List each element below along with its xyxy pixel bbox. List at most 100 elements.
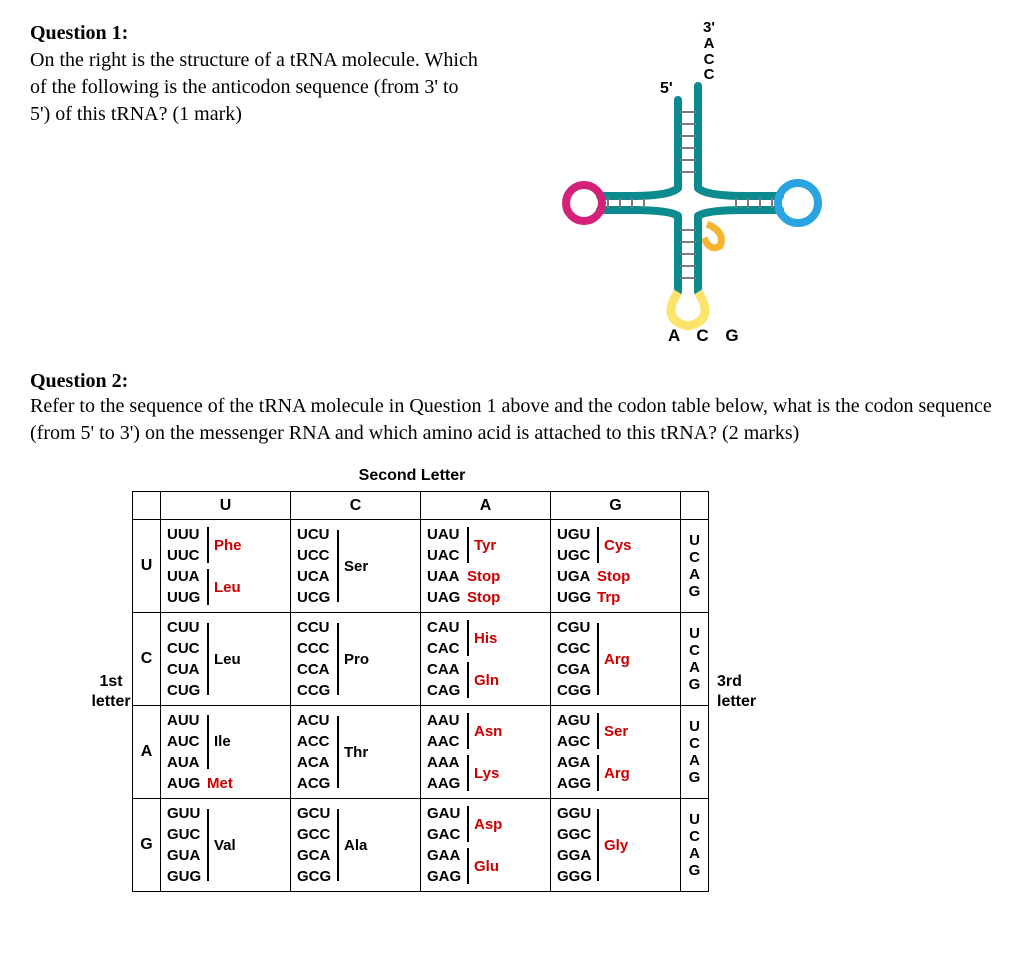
codon-CAC: CAC xyxy=(427,640,465,657)
codon-GUU: GUU xyxy=(167,805,205,822)
third-letter-label-1: 3rd xyxy=(717,673,742,690)
third-letter-label-2: letter xyxy=(717,693,756,710)
codon-CCG: CCG xyxy=(297,682,335,699)
codon-GGA: GGA xyxy=(557,847,595,864)
cell-AC: ACUACCACAACGThr xyxy=(291,706,421,799)
third-letter-label: 3rd letter xyxy=(717,672,763,710)
cell-GG: GGUGGCGGAGGGGly xyxy=(551,799,681,892)
codon-GAC: GAC xyxy=(427,826,465,843)
codon-CUC: CUC xyxy=(167,640,205,657)
cell-CC: CCUCCCCCACCGPro xyxy=(291,613,421,706)
aa-arg: Arg xyxy=(604,765,630,782)
row-hdr-U: U xyxy=(133,520,161,613)
third-U-G: G xyxy=(681,583,708,600)
cell-GU: GUUGUCGUAGUGVal xyxy=(161,799,291,892)
col-U: U xyxy=(161,492,291,520)
codon-AUA: AUA xyxy=(167,754,205,771)
aa-stop: Stop xyxy=(467,568,500,585)
trna-diagram: 3' A C C 5' A C G xyxy=(510,20,860,350)
cell-CA: CAUCACCAACAGHisGln xyxy=(421,613,551,706)
first-letter-label: 1st letter xyxy=(90,672,132,710)
codon-CAA: CAA xyxy=(427,661,465,678)
third-C-A: A xyxy=(681,659,708,676)
third-A-C: C xyxy=(681,735,708,752)
aa-stop: Stop xyxy=(467,589,500,606)
codon-GAG: GAG xyxy=(427,868,465,885)
codon-CGA: CGA xyxy=(557,661,595,678)
codon-AUU: AUU xyxy=(167,712,205,729)
codon-UCA: UCA xyxy=(297,568,335,585)
cell-CU: CUUCUCCUACUGLeu xyxy=(161,613,291,706)
codon-CCA: CCA xyxy=(297,661,335,678)
question-1: Question 1: On the right is the structur… xyxy=(30,20,994,350)
codon-GCG: GCG xyxy=(297,868,335,885)
aa-leu: Leu xyxy=(214,579,241,596)
acceptor-base-0: A xyxy=(700,36,718,52)
cell-AA: AAUAACAAAAAGAsnLys xyxy=(421,706,551,799)
aa-his: His xyxy=(474,630,497,647)
codon-GUA: GUA xyxy=(167,847,205,864)
aa-met: Met xyxy=(207,775,233,792)
aa-val: Val xyxy=(214,837,236,854)
codon-GCU: GCU xyxy=(297,805,335,822)
codon-row-G: GGUUGUCGUAGUGValGCUGCCGCAGCGAlaGAUGACGAA… xyxy=(133,799,709,892)
codon-header-row: U C A G xyxy=(133,492,709,520)
codon-row-C: CCUUCUCCUACUGLeuCCUCCCCCACCGProCAUCACCAA… xyxy=(133,613,709,706)
codon-AGA: AGA xyxy=(557,754,595,771)
aa-lys: Lys xyxy=(474,765,499,782)
codon-table: U C A G UUUUUUCUUAUUGPheLeuUCUUCCUCAUCGS… xyxy=(132,491,709,892)
codon-CUA: CUA xyxy=(167,661,205,678)
third-G-U: U xyxy=(681,811,708,828)
aa-ile: Ile xyxy=(214,733,231,750)
cell-UC: UCUUCCUCAUCGSer xyxy=(291,520,421,613)
codon-UGG: UGG xyxy=(557,589,595,606)
third-col-G: UCAG xyxy=(681,799,709,892)
third-C-G: G xyxy=(681,676,708,693)
aa-stop: Stop xyxy=(597,568,630,585)
aa-asp: Asp xyxy=(474,816,502,833)
third-U-C: C xyxy=(681,549,708,566)
codon-CUU: CUU xyxy=(167,619,205,636)
aa-pro: Pro xyxy=(344,651,369,668)
third-G-G: G xyxy=(681,862,708,879)
third-col-U: UCAG xyxy=(681,520,709,613)
cell-CG: CGUCGCCGACGGArg xyxy=(551,613,681,706)
codon-UAA: UAA xyxy=(427,568,465,585)
codon-GUG: GUG xyxy=(167,868,205,885)
third-A-A: A xyxy=(681,752,708,769)
codon-AAA: AAA xyxy=(427,754,465,771)
codon-CUG: CUG xyxy=(167,682,205,699)
codon-UUC: UUC xyxy=(167,547,205,564)
acceptor-end-labels: 3' A C C xyxy=(700,20,718,83)
codon-UAG: UAG xyxy=(427,589,465,606)
corner-blank xyxy=(133,492,161,520)
codon-UAC: UAC xyxy=(427,547,465,564)
third-col-C: UCAG xyxy=(681,613,709,706)
codon-CCU: CCU xyxy=(297,619,335,636)
codon-ACC: ACC xyxy=(297,733,335,750)
q2-title: Question 2: xyxy=(30,370,128,392)
aa-arg: Arg xyxy=(604,651,630,668)
aa-ser: Ser xyxy=(604,723,628,740)
codon-UCU: UCU xyxy=(297,526,335,543)
aa-gln: Gln xyxy=(474,672,499,689)
aa-asn: Asn xyxy=(474,723,502,740)
cell-AG: AGUAGCAGAAGGSerArg xyxy=(551,706,681,799)
codon-CGC: CGC xyxy=(557,640,595,657)
third-C-C: C xyxy=(681,642,708,659)
third-A-G: G xyxy=(681,769,708,786)
codon-GGC: GGC xyxy=(557,826,595,843)
third-G-C: C xyxy=(681,828,708,845)
third-A-U: U xyxy=(681,718,708,735)
codon-ACA: ACA xyxy=(297,754,335,771)
codon-UGU: UGU xyxy=(557,526,595,543)
aa-cys: Cys xyxy=(604,537,632,554)
cell-AU: AUUAUCAUAAUGIleMet xyxy=(161,706,291,799)
col-C: C xyxy=(291,492,421,520)
codon-UUG: UUG xyxy=(167,589,205,606)
question-2: Question 2: Refer to the sequence of the… xyxy=(30,370,994,447)
third-U-A: A xyxy=(681,566,708,583)
codon-GGU: GGU xyxy=(557,805,595,822)
aa-gly: Gly xyxy=(604,837,628,854)
aa-tyr: Tyr xyxy=(474,537,496,554)
